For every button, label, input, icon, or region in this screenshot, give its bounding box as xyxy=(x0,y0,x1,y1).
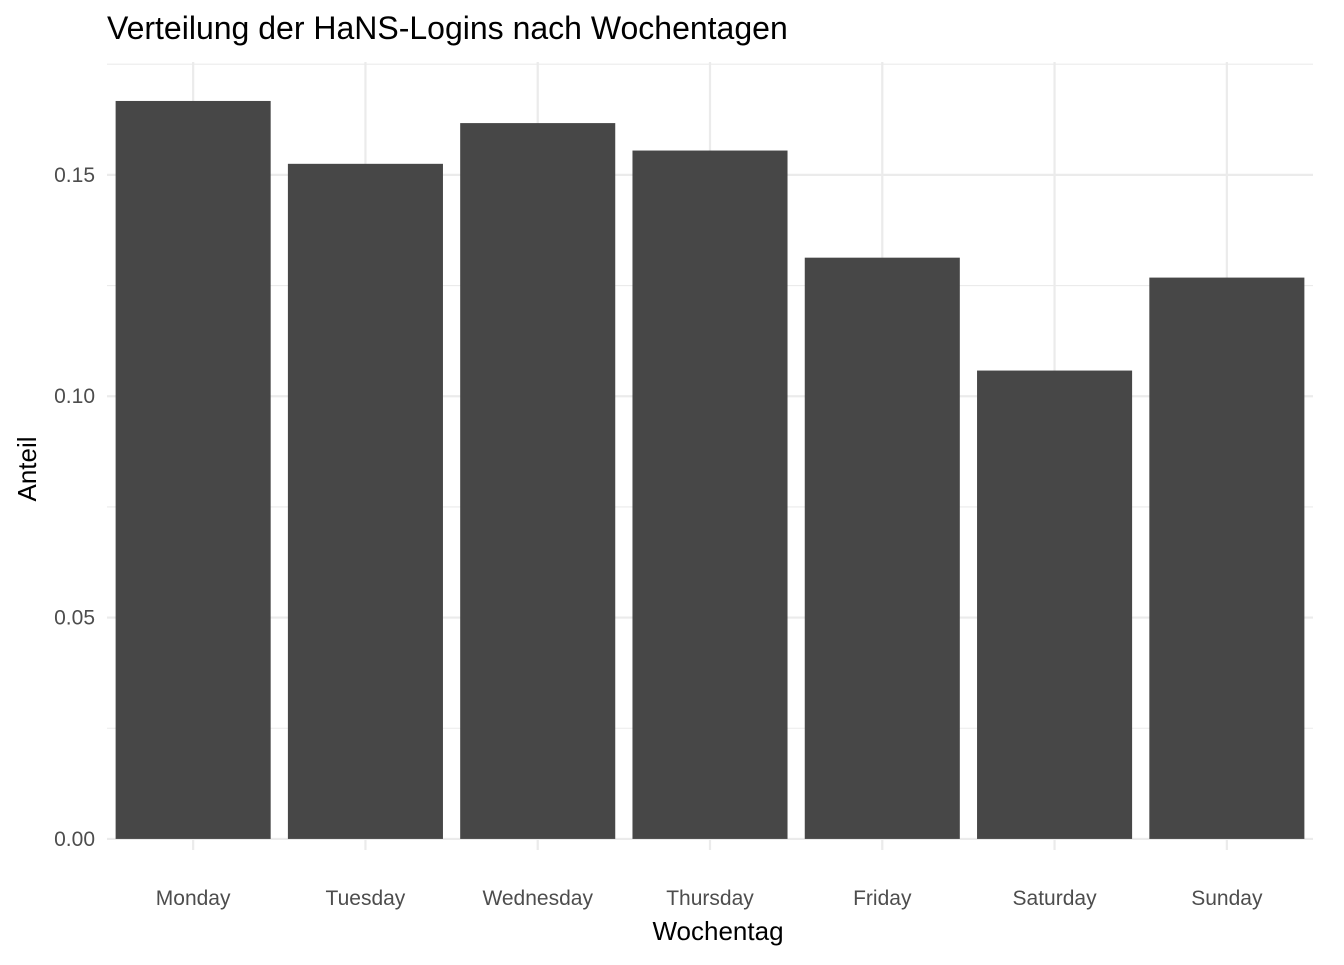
y-axis-title: Anteil xyxy=(12,436,42,501)
x-axis-title: Wochentag xyxy=(652,916,783,946)
x-tick-label: Friday xyxy=(853,887,912,910)
x-axis-ticks: Monday Tuesday Wednesday Thursday Friday Satu… xyxy=(156,887,1263,910)
bar-sunday xyxy=(1149,277,1305,839)
bar-saturday xyxy=(977,370,1133,839)
bars xyxy=(115,100,1305,839)
x-tick-label: Tuesday xyxy=(326,887,406,910)
x-tick-label: Thursday xyxy=(666,887,754,910)
x-tick-label: Monday xyxy=(156,887,231,910)
bar-tuesday xyxy=(287,163,443,839)
y-tick-label: 0.10 xyxy=(54,385,95,408)
bar-monday xyxy=(115,100,271,839)
y-tick-label: 0.00 xyxy=(54,828,95,851)
bar-thursday xyxy=(632,150,788,839)
bar-wednesday xyxy=(460,123,616,839)
x-tick-label: Saturday xyxy=(1013,887,1098,910)
bar-friday xyxy=(804,257,960,839)
chart-title: Verteilung der HaNS-Logins nach Wochenta… xyxy=(107,10,788,46)
y-axis-ticks: 0.00 0.05 0.10 0.15 xyxy=(54,164,95,851)
y-tick-label: 0.15 xyxy=(54,164,95,187)
y-tick-label: 0.05 xyxy=(54,607,95,630)
x-tick-label: Wednesday xyxy=(482,887,593,910)
x-tick-label: Sunday xyxy=(1191,887,1263,910)
